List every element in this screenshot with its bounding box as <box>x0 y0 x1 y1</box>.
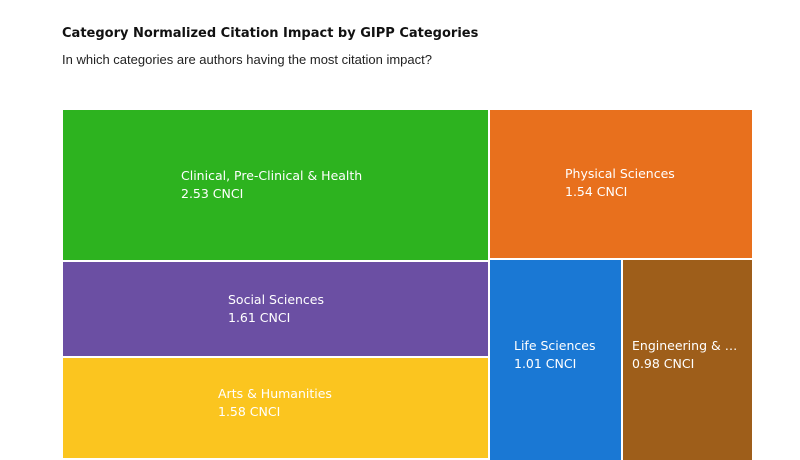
tile-label: Arts & Humanities 1.58 CNCI <box>218 385 332 421</box>
tile-name: Engineering & … <box>632 338 738 353</box>
tile-value: 1.58 CNCI <box>218 404 281 419</box>
tile-name: Life Sciences <box>514 338 596 353</box>
tile-label: Clinical, Pre-Clinical & Health 2.53 CNCI <box>181 167 362 203</box>
tile-name: Arts & Humanities <box>218 386 332 401</box>
chart-subtitle: In which categories are authors having t… <box>62 52 432 67</box>
treemap-tile[interactable]: Arts & Humanities 1.58 CNCI <box>63 358 488 458</box>
treemap-tile[interactable]: Clinical, Pre-Clinical & Health 2.53 CNCI <box>63 110 488 260</box>
treemap-tile[interactable]: Social Sciences 1.61 CNCI <box>63 262 488 356</box>
tile-label: Life Sciences 1.01 CNCI <box>514 337 595 373</box>
treemap-tile[interactable]: Life Sciences 1.01 CNCI <box>490 260 621 460</box>
tile-label: Physical Sciences 1.54 CNCI <box>565 165 675 201</box>
tile-value: 1.54 CNCI <box>565 184 628 199</box>
treemap-tile[interactable]: Physical Sciences 1.54 CNCI <box>490 110 752 258</box>
tile-value: 2.53 CNCI <box>181 186 244 201</box>
tile-value: 1.61 CNCI <box>228 310 291 325</box>
tile-label: Engineering & … 0.98 CNCI <box>632 337 737 373</box>
tile-label: Social Sciences 1.61 CNCI <box>228 291 324 327</box>
tile-name: Clinical, Pre-Clinical & Health <box>181 168 363 183</box>
treemap-tile[interactable]: Engineering & … 0.98 CNCI <box>623 260 752 460</box>
tile-value: 1.01 CNCI <box>514 356 577 371</box>
tile-value: 0.98 CNCI <box>632 356 695 371</box>
tile-name: Social Sciences <box>228 292 325 307</box>
tile-name: Physical Sciences <box>565 166 675 181</box>
chart-title: Category Normalized Citation Impact by G… <box>62 26 479 41</box>
